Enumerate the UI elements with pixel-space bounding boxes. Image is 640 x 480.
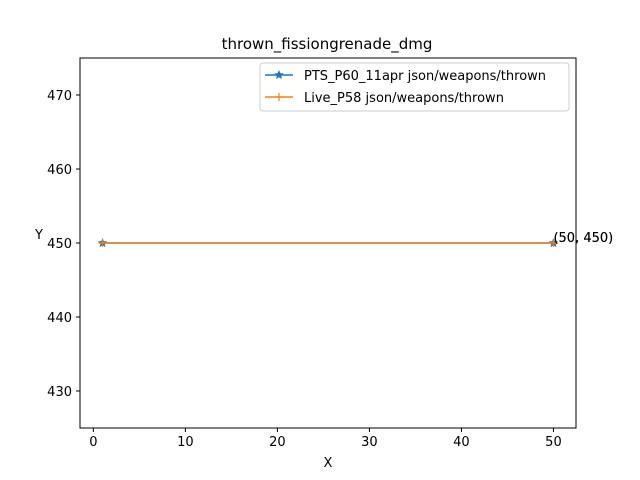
legend-label: PTS_P60_11apr json/weapons/thrown — [304, 69, 546, 84]
legend: PTS_P60_11apr json/weapons/thrown Live_P5… — [259, 62, 570, 112]
legend-item: PTS_P60_11apr json/weapons/thrown — [265, 69, 546, 84]
plot-area — [97, 237, 559, 248]
series-2 — [98, 239, 558, 247]
x-tick-label: 50 — [545, 435, 562, 450]
chart-title: thrown_fissiongrenade_dmg — [222, 35, 433, 54]
point-annotation: (50, 450) — [553, 231, 613, 246]
x-tick-label: 10 — [177, 435, 194, 450]
y-tick-label: 440 — [47, 311, 72, 326]
legend-marker — [275, 93, 283, 101]
y-tick-label: 460 — [47, 163, 72, 178]
legend-label: Live_P58 json/weapons/thrown — [304, 91, 504, 106]
x-tick-label: 30 — [361, 435, 378, 450]
legend-box — [259, 62, 570, 112]
x-tick-label: 0 — [89, 435, 97, 450]
point-annotation: (50, 450) — [553, 231, 613, 246]
y-axis-label: Y — [34, 228, 43, 243]
y-tick-label: 430 — [47, 385, 72, 400]
data-point — [549, 239, 558, 247]
legend-marker — [274, 69, 284, 80]
x-axis: 0 10 20 30 40 50 — [89, 428, 562, 450]
y-tick-label: 470 — [47, 89, 72, 104]
x-tick-label: 40 — [453, 435, 470, 450]
y-axis: 430 440 450 460 470 — [47, 89, 80, 400]
annotations: (50, 450)(50, 450) — [553, 231, 613, 246]
y-tick-label: 450 — [47, 237, 72, 252]
data-point — [98, 239, 107, 247]
x-tick-label: 20 — [269, 435, 286, 450]
x-axis-label: X — [324, 456, 333, 471]
legend-item: Live_P58 json/weapons/thrown — [265, 91, 504, 106]
